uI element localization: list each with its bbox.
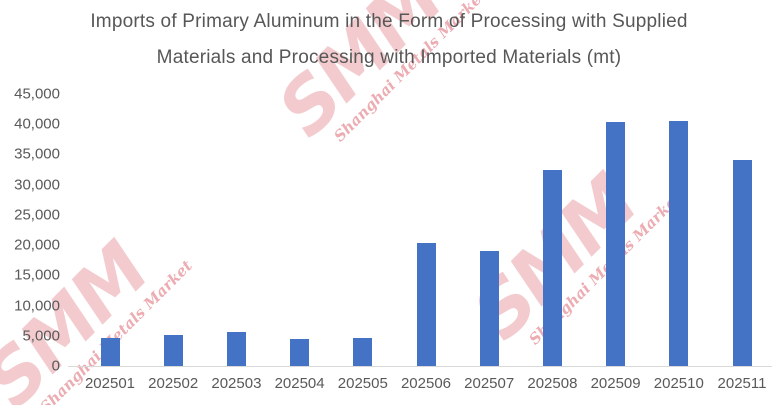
y-axis-tick-label: 20,000 xyxy=(14,236,60,254)
x-axis-tick-label-202505: 202505 xyxy=(337,375,388,392)
watermark-smm-bottom-center: SMM Shanghai Metals Market xyxy=(439,142,685,388)
y-axis-tick-label: 45,000 xyxy=(14,85,60,103)
bar-202509 xyxy=(606,122,626,366)
bar-202511 xyxy=(732,159,752,366)
bar-202504 xyxy=(290,339,310,366)
y-axis-tick-label: 40,000 xyxy=(14,115,60,133)
bar-202501 xyxy=(100,338,120,366)
y-axis-tick-label: 15,000 xyxy=(14,266,60,284)
x-axis-tick-label-202504: 202504 xyxy=(274,375,325,392)
y-axis-tick-label: 5,000 xyxy=(22,327,60,345)
x-axis-tick-label-202507: 202507 xyxy=(464,375,515,392)
x-axis-tick-label-202511: 202511 xyxy=(717,375,767,392)
x-axis-tick-label-202502: 202502 xyxy=(148,375,199,392)
x-axis-line xyxy=(68,366,772,367)
bar-202510 xyxy=(669,121,689,366)
chart-title-line-1: Imports of Primary Aluminum in the Form … xyxy=(90,11,688,32)
y-axis-tick-label: 30,000 xyxy=(14,176,60,194)
bar-202507 xyxy=(479,251,499,366)
bar-202503 xyxy=(226,331,246,366)
bar-202502 xyxy=(163,334,183,366)
x-axis-tick-label-202503: 202503 xyxy=(211,375,262,392)
x-axis-tick-label-202509: 202509 xyxy=(590,375,641,392)
x-axis-tick-label-202506: 202506 xyxy=(400,375,452,392)
x-axis-tick-label-202501: 202501 xyxy=(84,375,136,392)
chart-title-line-2: Materials and Processing with Imported M… xyxy=(156,47,622,68)
y-axis-tick-label: 10,000 xyxy=(14,297,60,315)
bar-202508 xyxy=(542,169,562,366)
y-axis-tick-label: 0 xyxy=(51,357,60,375)
bar-202506 xyxy=(416,242,436,366)
y-axis-tick-label: 35,000 xyxy=(14,145,60,163)
bar-202505 xyxy=(353,338,373,366)
x-axis-tick-label-202510: 202510 xyxy=(653,375,704,392)
x-axis-tick-label-202508: 202508 xyxy=(527,375,578,392)
y-axis-tick-label: 25,000 xyxy=(14,206,60,224)
